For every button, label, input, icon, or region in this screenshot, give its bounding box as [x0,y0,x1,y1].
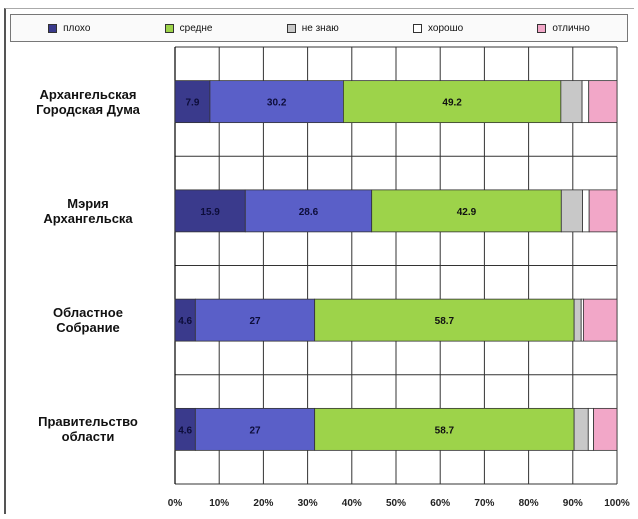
data-label: 42.9 [457,207,477,218]
x-tick-label: 80% [519,498,539,509]
legend-swatch [48,23,58,33]
legend-label: отлично [552,22,590,34]
x-tick-label: 10% [209,498,229,509]
category-label: Областное Собрание [8,305,168,335]
x-tick-label: 0% [168,498,183,509]
category-label-line: Городская Дума [36,101,140,117]
bar-segment [314,298,575,342]
data-label: 30.2 [267,98,287,109]
data-label: 27 [249,425,261,436]
category-label: Правительство области [8,414,168,444]
bar-segment [587,407,594,451]
legend-label: не знаю [301,22,339,34]
legend-item: хорошо [413,23,463,34]
x-tick-label: 100% [604,498,630,509]
x-tick-label: 70% [474,498,494,509]
category-label: Мэрия Архангельска [8,196,168,226]
x-tick-label: 20% [253,498,273,509]
x-tick-label: 50% [386,498,406,509]
legend-item: не знаю [286,22,339,34]
legend-label: средне [179,22,213,34]
legend-label: хорошо [428,22,464,34]
chart-frame [4,8,634,514]
data-label: 27 [249,316,261,327]
bar-segment [209,80,344,124]
bar-segment [314,407,575,451]
bar-segment [581,80,590,124]
category-label-line: Областное [53,305,123,321]
legend-item: плохо [48,23,90,34]
category-label-line: Собрание [56,320,120,336]
data-label: 4.6 [178,316,192,327]
chart-legend: плохо средне не знаю хорошо отлично [10,14,628,42]
bar-segment [371,189,562,233]
x-tick-label: 60% [430,498,450,509]
bar-segment [593,407,618,451]
bar-segment [573,407,589,451]
bar-segment [194,298,316,342]
data-label: 28.6 [299,207,319,218]
category-label-line: Архангельска [43,210,133,226]
legend-item: средне [164,22,213,34]
bar-segment [244,189,373,233]
bar-segment [194,407,316,451]
data-label: 7.9 [186,98,200,109]
legend-swatch [537,23,547,33]
bar-segment [588,80,618,124]
legend-swatch [286,23,296,33]
x-tick-label: 40% [342,498,362,509]
category-label-line: области [61,429,115,445]
data-label: 58.7 [435,425,455,436]
x-tick-label: 30% [298,498,318,509]
data-label: 49.2 [442,98,462,109]
data-label: 4.6 [178,425,192,436]
bar-segment [583,298,618,342]
bar-segment [573,298,582,342]
legend-swatch [413,23,422,33]
bar-segment [560,80,583,124]
category-label-line: Правительство [38,414,138,430]
category-label-line: Мэрия [67,195,109,211]
legend-swatch [164,23,174,33]
x-tick-label: 90% [563,498,583,509]
data-label: 58.7 [435,316,455,327]
bar-segment [588,189,618,233]
bar-segment [343,80,562,124]
bar-segment [174,189,246,233]
data-label: 15.9 [200,207,220,218]
bar-segment [582,189,590,233]
bar-segment [560,189,583,233]
category-label-line: Архангельская [39,86,137,102]
category-label: Архангельская Городская Дума [8,87,168,117]
bar-segment [174,80,211,124]
legend-item: отлично [537,22,590,34]
legend-label: плохо [63,22,91,34]
